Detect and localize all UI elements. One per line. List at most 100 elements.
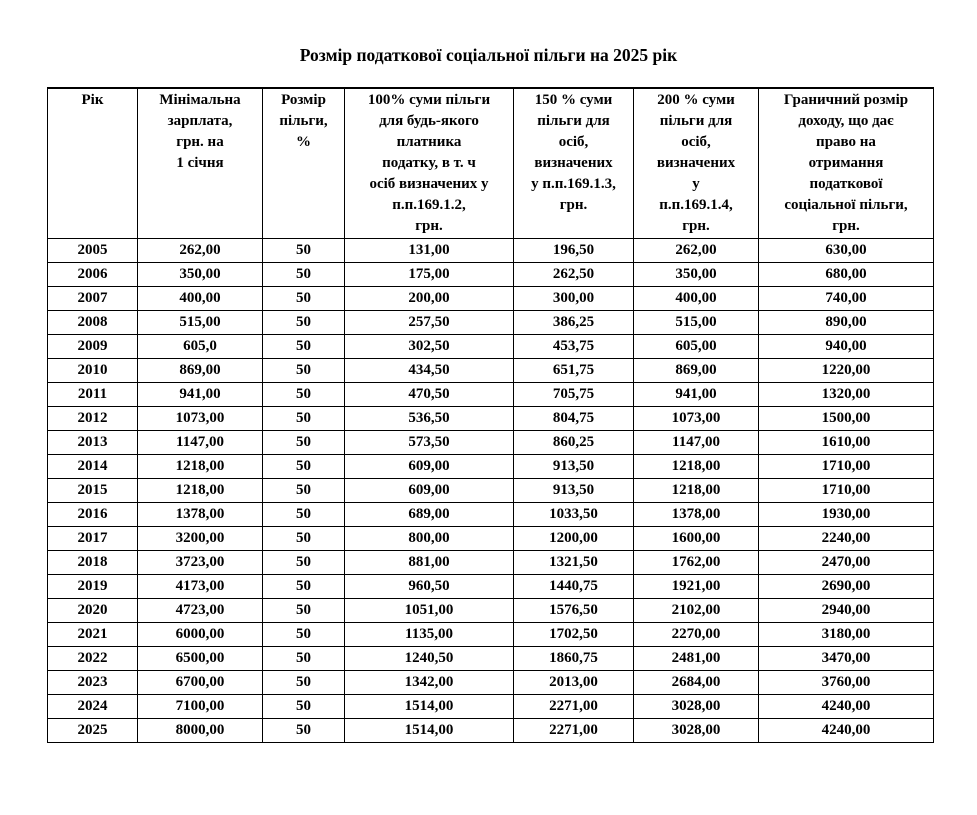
value-cell: 515,00: [633, 310, 759, 335]
value-cell: 386,25: [513, 310, 634, 335]
value-cell: 3028,00: [633, 718, 759, 743]
value-cell: 262,00: [633, 238, 759, 263]
value-cell: 609,00: [344, 454, 514, 479]
table-row: 2024 7100,00 50 1514,00 2271,00 3028,00 4240,0…: [47, 694, 934, 719]
value-cell: 1147,00: [633, 430, 759, 455]
value-cell: 1200,00: [513, 526, 634, 551]
value-cell: 1033,50: [513, 502, 634, 527]
value-cell: 50: [262, 262, 345, 287]
value-cell: 2271,00: [513, 718, 634, 743]
value-cell: 2271,00: [513, 694, 634, 719]
value-cell: 651,75: [513, 358, 634, 383]
value-cell: 196,50: [513, 238, 634, 263]
value-cell: 1710,00: [758, 454, 934, 479]
value-cell: 1073,00: [633, 406, 759, 431]
value-cell: 913,50: [513, 478, 634, 503]
value-cell: 6500,00: [137, 646, 263, 671]
value-cell: 1135,00: [344, 622, 514, 647]
year-cell: 2008: [47, 310, 138, 335]
value-cell: 1051,00: [344, 598, 514, 623]
table-row: 2012 1073,00 50 536,50 804,75 1073,00 1500,00: [47, 406, 934, 431]
table-row: 2007 400,00 50 200,00 300,00 400,00 740,00: [47, 286, 934, 311]
value-cell: 50: [262, 382, 345, 407]
value-cell: 1378,00: [633, 502, 759, 527]
value-cell: 1220,00: [758, 358, 934, 383]
value-cell: 400,00: [137, 286, 263, 311]
value-cell: 7100,00: [137, 694, 263, 719]
value-cell: 470,50: [344, 382, 514, 407]
year-cell: 2022: [47, 646, 138, 671]
value-cell: 1514,00: [344, 694, 514, 719]
value-cell: 536,50: [344, 406, 514, 431]
value-cell: 1921,00: [633, 574, 759, 599]
value-cell: 262,00: [137, 238, 263, 263]
value-cell: 869,00: [137, 358, 263, 383]
value-cell: 800,00: [344, 526, 514, 551]
value-cell: 804,75: [513, 406, 634, 431]
year-cell: 2019: [47, 574, 138, 599]
column-header-benefit-200: 200 % суми пільги для осіб, визначених у…: [633, 87, 759, 239]
year-cell: 2011: [47, 382, 138, 407]
value-cell: 913,50: [513, 454, 634, 479]
year-cell: 2006: [47, 262, 138, 287]
value-cell: 609,00: [344, 478, 514, 503]
value-cell: 1073,00: [137, 406, 263, 431]
value-cell: 50: [262, 406, 345, 431]
value-cell: 262,50: [513, 262, 634, 287]
value-cell: 1147,00: [137, 430, 263, 455]
value-cell: 6000,00: [137, 622, 263, 647]
value-cell: 1218,00: [633, 454, 759, 479]
value-cell: 1762,00: [633, 550, 759, 575]
value-cell: 50: [262, 646, 345, 671]
value-cell: 50: [262, 358, 345, 383]
value-cell: 3180,00: [758, 622, 934, 647]
value-cell: 1610,00: [758, 430, 934, 455]
year-cell: 2010: [47, 358, 138, 383]
page-title: Розмір податкової соціальної пільги на 2…: [299, 45, 678, 65]
value-cell: 605,00: [633, 334, 759, 359]
value-cell: 630,00: [758, 238, 934, 263]
table-row: 2020 4723,00 50 1051,00 1576,50 2102,00 2940,0…: [47, 598, 934, 623]
value-cell: 3723,00: [137, 550, 263, 575]
value-cell: 1930,00: [758, 502, 934, 527]
value-cell: 50: [262, 334, 345, 359]
header-row: Рік Мінімальна зарплата, грн. на 1 січня…: [47, 87, 934, 239]
table-row: 2016 1378,00 50 689,00 1033,50 1378,00 1930,00: [47, 502, 934, 527]
table-row: 2005 262,00 50 131,00 196,50 262,00 630,00: [47, 238, 934, 263]
table-row: 2006 350,00 50 175,00 262,50 350,00 680,00: [47, 262, 934, 287]
value-cell: 4723,00: [137, 598, 263, 623]
value-cell: 4240,00: [758, 718, 934, 743]
value-cell: 453,75: [513, 334, 634, 359]
value-cell: 680,00: [758, 262, 934, 287]
value-cell: 50: [262, 478, 345, 503]
value-cell: 6700,00: [137, 670, 263, 695]
table-row: 2019 4173,00 50 960,50 1440,75 1921,00 2690,00: [47, 574, 934, 599]
column-header-benefit-150: 150 % суми пільги для осіб, визначених у…: [513, 87, 634, 239]
value-cell: 50: [262, 598, 345, 623]
value-cell: 1576,50: [513, 598, 634, 623]
table-row: 2013 1147,00 50 573,50 860,25 1147,00 1610,00: [47, 430, 934, 455]
value-cell: 605,0: [137, 334, 263, 359]
value-cell: 50: [262, 574, 345, 599]
value-cell: 175,00: [344, 262, 514, 287]
value-cell: 3760,00: [758, 670, 934, 695]
year-cell: 2018: [47, 550, 138, 575]
table-row: 2011 941,00 50 470,50 705,75 941,00 1320,00: [47, 382, 934, 407]
value-cell: 740,00: [758, 286, 934, 311]
value-cell: 200,00: [344, 286, 514, 311]
table-row: 2021 6000,00 50 1135,00 1702,50 2270,00 3180,0…: [47, 622, 934, 647]
value-cell: 50: [262, 286, 345, 311]
value-cell: 1500,00: [758, 406, 934, 431]
table-row: 2023 6700,00 50 1342,00 2013,00 2684,00 3760,0…: [47, 670, 934, 695]
value-cell: 515,00: [137, 310, 263, 335]
value-cell: 2240,00: [758, 526, 934, 551]
value-cell: 4240,00: [758, 694, 934, 719]
value-cell: 1321,50: [513, 550, 634, 575]
year-cell: 2016: [47, 502, 138, 527]
value-cell: 131,00: [344, 238, 514, 263]
value-cell: 881,00: [344, 550, 514, 575]
value-cell: 2684,00: [633, 670, 759, 695]
value-cell: 400,00: [633, 286, 759, 311]
value-cell: 50: [262, 310, 345, 335]
value-cell: 941,00: [137, 382, 263, 407]
